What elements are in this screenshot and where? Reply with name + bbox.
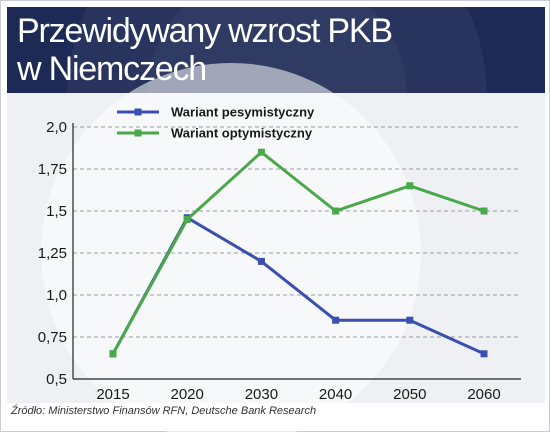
data-point bbox=[109, 350, 117, 358]
source-note: Źródło: Ministerstwo Finansów RFN, Deuts… bbox=[11, 405, 317, 417]
data-point bbox=[480, 350, 488, 358]
data-point bbox=[183, 215, 191, 223]
chart-title-line-1: Przewidywany wzrost PKB bbox=[17, 12, 393, 50]
legend-swatch-marker bbox=[134, 129, 142, 137]
data-point bbox=[332, 316, 340, 324]
data-point bbox=[257, 257, 265, 265]
x-tick-label: 2030 bbox=[245, 386, 278, 403]
y-tick-label: 2,0 bbox=[46, 119, 67, 136]
y-tick-label: 1,75 bbox=[38, 161, 67, 178]
y-tick-label: 0,5 bbox=[46, 371, 67, 388]
data-point bbox=[480, 207, 488, 215]
data-point bbox=[406, 182, 414, 190]
y-tick-label: 1,0 bbox=[46, 287, 67, 304]
x-tick-label: 2040 bbox=[319, 386, 352, 403]
y-tick-label: 1,5 bbox=[46, 203, 67, 220]
legend-label: Wariant optymistyczny bbox=[171, 126, 313, 141]
legend-swatch-marker bbox=[134, 108, 142, 116]
x-tick-label: 2060 bbox=[467, 386, 500, 403]
data-point bbox=[332, 207, 340, 215]
y-tick-label: 0,75 bbox=[38, 329, 67, 346]
series-line-0 bbox=[111, 216, 485, 356]
data-point bbox=[406, 316, 414, 324]
plot-area bbox=[7, 63, 545, 443]
y-tick-label: 1,25 bbox=[38, 245, 67, 262]
data-point bbox=[257, 148, 265, 156]
x-tick-label: 2020 bbox=[171, 386, 204, 403]
chart-header: Przewidywany wzrost PKB w Niemczech bbox=[7, 7, 545, 93]
legend-label: Wariant pesymistyczny bbox=[171, 105, 315, 120]
series-line-1 bbox=[111, 150, 485, 355]
line-chart: 0,5 0,75 1,0 1,25 1,5 1,75 2,0 2015 2020 2030 2040… bbox=[38, 105, 521, 403]
chart-card: Przewidywany wzrost PKB w Niemczech 0,5 0… bbox=[0, 0, 550, 432]
x-tick-label: 2015 bbox=[96, 386, 129, 403]
x-tick-label: 2050 bbox=[393, 386, 426, 403]
